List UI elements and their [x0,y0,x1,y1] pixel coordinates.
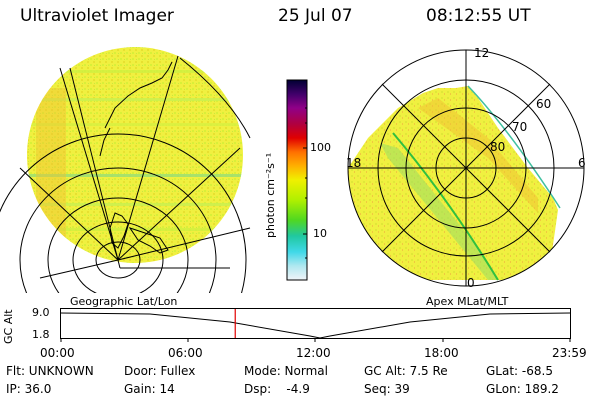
date-label: 25 Jul 07 [278,6,353,26]
instrument-title: Ultraviolet Imager [20,6,174,26]
time-label: 08:12:55 UT [426,6,531,26]
time-tick-0600: 06:00 [168,346,203,360]
time-tick-2359: 23:59 [552,346,587,360]
mlt-label-6: 6 [578,156,586,170]
mlat-label-80: 80 [490,140,506,154]
mlt-label-12: 12 [474,46,490,60]
altitude-axis-label: GC Alt [2,309,15,344]
mlat-label-70: 70 [512,120,528,134]
mlt-label-0: 0 [467,276,475,290]
flt-info: Flt: UNKNOWN [6,364,94,378]
gain-info: Gain: 14 [124,382,175,396]
polar-image [347,49,585,287]
time-tick-1200: 12:00 [296,346,331,360]
altitude-curve [60,312,571,339]
colorbar-tick-10: 10 [313,227,327,240]
colorbar-tick-100: 100 [310,141,331,154]
gcalt-info: GC Alt: 7.5 Re [364,364,448,378]
mlat-label-60: 60 [536,97,552,111]
altitude-plot [60,308,571,342]
mlt-label-18: 18 [346,156,362,170]
mode-info: Mode: Normal [244,364,328,378]
time-tick-0000: 00:00 [40,346,75,360]
time-tick-1800: 18:00 [424,346,459,360]
polar-panel-label: Apex MLat/MLT [426,295,509,308]
geographic-panel-label: Geographic Lat/Lon [70,295,178,308]
door-info: Door: Fullex [124,364,196,378]
altitude-tick-9: 9.0 [32,306,50,319]
glon-info: GLon: 189.2 [486,382,559,396]
color-bar [286,79,308,281]
ip-info: IP: 36.0 [6,382,52,396]
colorbar-unit-label: photon cm⁻²s⁻¹ [264,152,277,238]
dsp-info: Dsp: -4.9 [244,382,310,396]
altitude-tick-1-8: 1.8 [32,328,50,341]
geographic-image [0,47,251,293]
seq-info: Seq: 39 [364,382,410,396]
glat-info: GLat: -68.5 [486,364,553,378]
